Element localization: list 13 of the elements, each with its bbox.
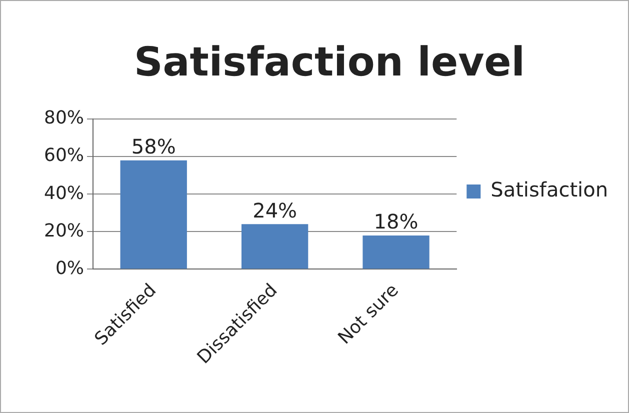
chart-title: Satisfaction level [134, 39, 526, 86]
y-tick-label: 80% [44, 108, 84, 129]
data-label: 24% [252, 198, 298, 222]
y-tick-label: 60% [44, 145, 84, 166]
y-tick-label: 20% [44, 220, 84, 242]
y-tick-label: 0% [55, 258, 84, 279]
data-label: 18% [374, 210, 418, 234]
bar [362, 235, 430, 269]
data-label: 58% [131, 134, 176, 159]
bar [241, 224, 308, 269]
legend-label: Satisfaction [490, 178, 608, 202]
bar [120, 160, 187, 269]
y-tick-label: 40% [44, 182, 84, 204]
